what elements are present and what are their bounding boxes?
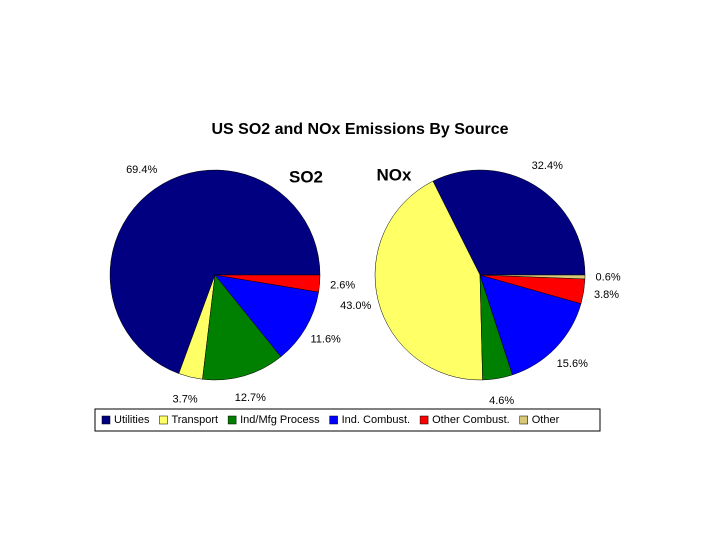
data-label: 69.4%	[126, 164, 157, 176]
legend-swatch	[227, 415, 237, 425]
data-label: 32.4%	[532, 160, 563, 172]
data-label: 12.7%	[235, 392, 266, 404]
pie-slice	[479, 274, 582, 376]
legend-swatch	[101, 415, 111, 425]
legend-swatch	[329, 415, 338, 425]
data-label: 3.8%	[594, 289, 619, 301]
pie-slice	[202, 274, 282, 381]
data-label: 11.6%	[310, 333, 341, 345]
legend-swatch	[419, 415, 429, 425]
legend-swatch	[159, 415, 168, 425]
legend-label: Utilities	[114, 414, 150, 426]
data-label: 2.6%	[330, 279, 355, 291]
pie-slice	[374, 180, 483, 381]
data-label: 4.6%	[489, 395, 514, 407]
legend-label: Ind. Combust.	[342, 414, 410, 426]
data-label: 43.0%	[340, 300, 371, 312]
data-label: 3.7%	[173, 393, 198, 405]
pie-slice	[432, 169, 586, 276]
pie-title: SO2	[289, 167, 323, 186]
legend-swatch	[519, 415, 528, 425]
legend-label: Ind/Mfg Process	[240, 414, 320, 426]
data-label: 15.6%	[557, 358, 588, 370]
pie-slice	[479, 274, 586, 280]
legend-label: Other Combust.	[432, 414, 510, 426]
pie-slice	[214, 274, 319, 358]
legend-box	[94, 408, 601, 432]
pie-title: NOx	[377, 165, 413, 184]
pie-slice	[109, 169, 321, 374]
legend-label: Other	[532, 414, 560, 426]
pie-slice	[214, 274, 321, 293]
chart-title: US SO2 and NOx Emissions By Source	[212, 121, 509, 138]
legend-label: Transport	[171, 414, 218, 426]
data-label: 0.6%	[596, 271, 621, 283]
